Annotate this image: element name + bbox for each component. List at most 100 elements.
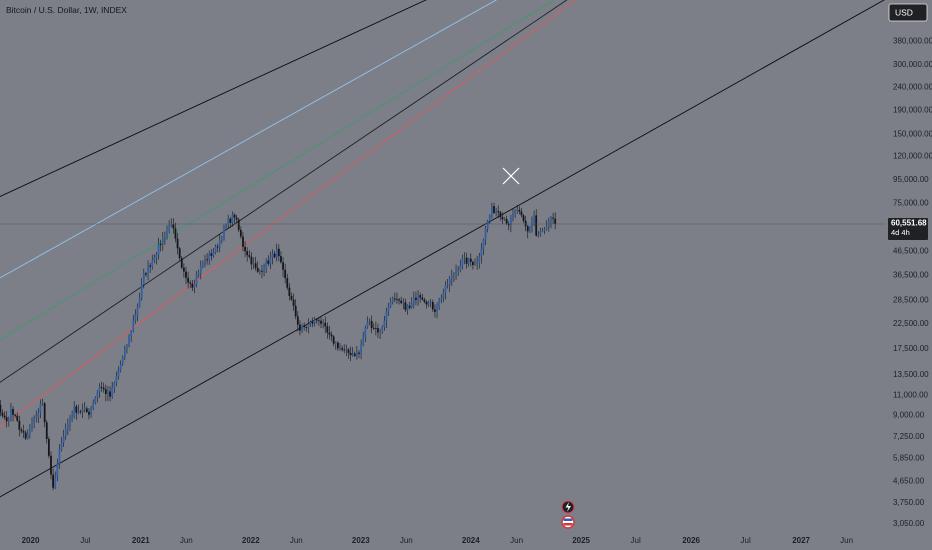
candle[interactable] [288, 283, 291, 301]
candle[interactable] [396, 292, 398, 304]
candle[interactable] [201, 260, 204, 269]
candle[interactable] [501, 212, 504, 225]
channel-line-4[interactable] [0, 0, 886, 346]
candle[interactable] [442, 288, 445, 303]
candle[interactable] [227, 214, 230, 229]
candle[interactable] [246, 247, 249, 262]
candle[interactable] [404, 298, 407, 313]
candle[interactable] [463, 252, 466, 265]
candle[interactable] [94, 396, 97, 405]
candle[interactable] [313, 316, 316, 327]
candle[interactable] [267, 255, 270, 266]
candle[interactable] [85, 406, 88, 414]
candle[interactable] [5, 411, 8, 428]
candle[interactable] [296, 311, 299, 332]
candle[interactable] [355, 345, 358, 360]
candle[interactable] [10, 402, 12, 422]
candle[interactable] [467, 257, 470, 267]
candle[interactable] [301, 323, 303, 334]
candle[interactable] [77, 404, 80, 415]
event-flash-icon[interactable] [561, 500, 575, 514]
candle[interactable] [490, 202, 493, 219]
candle[interactable] [282, 257, 284, 277]
candle[interactable] [366, 316, 369, 329]
candle[interactable] [214, 244, 217, 255]
candle[interactable] [421, 293, 424, 301]
candle[interactable] [474, 258, 476, 267]
candle[interactable] [252, 257, 255, 269]
candle[interactable] [429, 298, 432, 308]
candle[interactable] [60, 437, 63, 452]
candle[interactable] [134, 309, 137, 324]
candle[interactable] [261, 264, 263, 279]
candle[interactable] [62, 429, 65, 447]
channel-line-1[interactable] [0, 0, 886, 502]
candle[interactable] [387, 302, 390, 316]
candle[interactable] [415, 291, 417, 305]
candle[interactable] [31, 417, 33, 432]
candle[interactable] [518, 206, 521, 215]
candle[interactable] [20, 427, 23, 434]
candle[interactable] [292, 293, 295, 311]
candle[interactable] [83, 402, 86, 413]
candle[interactable] [465, 252, 468, 269]
candle[interactable] [33, 415, 36, 429]
candle[interactable] [1, 409, 4, 418]
candle[interactable] [372, 323, 375, 330]
candle[interactable] [54, 471, 57, 490]
candle[interactable] [187, 271, 190, 289]
candle[interactable] [472, 260, 474, 270]
candle[interactable] [111, 381, 114, 399]
candle[interactable] [364, 325, 367, 343]
candle[interactable] [512, 208, 514, 222]
candle[interactable] [123, 345, 126, 360]
candle[interactable] [425, 300, 428, 309]
candle[interactable] [41, 398, 44, 407]
candle[interactable] [299, 320, 301, 336]
candle[interactable] [104, 384, 107, 402]
candle[interactable] [290, 292, 293, 301]
candle[interactable] [410, 297, 413, 309]
candle[interactable] [75, 404, 78, 420]
candle[interactable] [185, 266, 187, 285]
candle[interactable] [98, 383, 101, 398]
candle[interactable] [71, 410, 73, 423]
candle[interactable] [277, 244, 280, 262]
candle[interactable] [526, 225, 529, 239]
candle[interactable] [182, 263, 185, 278]
candle[interactable] [100, 381, 103, 392]
candle[interactable] [326, 322, 329, 339]
candle[interactable] [12, 406, 14, 422]
candle[interactable] [109, 386, 111, 402]
candle[interactable] [151, 254, 154, 270]
event-flag-icon[interactable] [561, 515, 575, 529]
candle[interactable] [73, 401, 76, 419]
candle[interactable] [168, 220, 171, 234]
candle[interactable] [263, 263, 265, 277]
candle[interactable] [547, 217, 550, 232]
candle[interactable] [22, 424, 25, 438]
candle[interactable] [444, 280, 447, 300]
candle[interactable] [322, 319, 325, 329]
candle[interactable] [311, 317, 314, 328]
candle[interactable] [377, 323, 379, 338]
candle[interactable] [480, 243, 483, 264]
candle[interactable] [254, 256, 257, 271]
candle[interactable] [24, 430, 27, 441]
candle[interactable] [320, 316, 322, 329]
candle[interactable] [309, 320, 312, 327]
candle[interactable] [132, 314, 135, 333]
candle[interactable] [351, 347, 354, 357]
candle[interactable] [273, 250, 276, 259]
candle[interactable] [180, 255, 183, 269]
candle[interactable] [130, 330, 133, 343]
candle[interactable] [239, 226, 242, 239]
candle[interactable] [419, 292, 422, 303]
candle[interactable] [138, 292, 141, 308]
candle[interactable] [50, 451, 52, 480]
candle[interactable] [66, 418, 69, 436]
candle[interactable] [533, 210, 535, 227]
candle[interactable] [347, 348, 350, 359]
candle[interactable] [497, 205, 500, 219]
candle[interactable] [318, 316, 320, 326]
